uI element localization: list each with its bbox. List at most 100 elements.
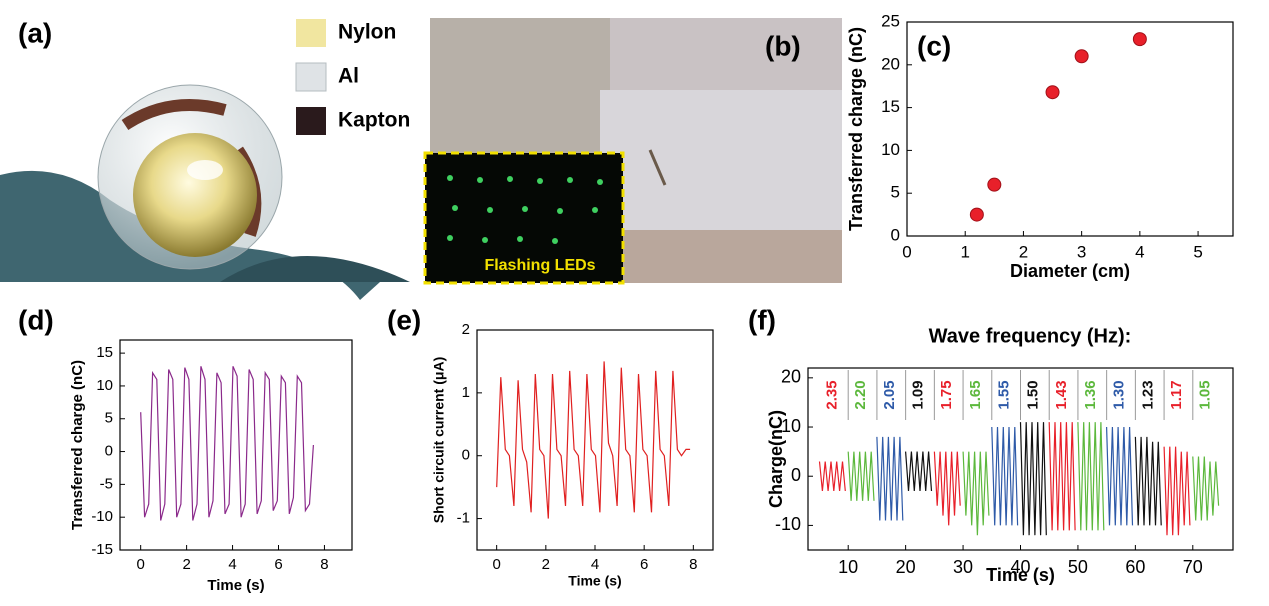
data-line — [962, 451, 990, 536]
data-line — [1048, 422, 1076, 531]
y-tick-label: 10 — [881, 140, 900, 159]
data-line — [1134, 436, 1162, 526]
legend-label: Kapton — [338, 109, 410, 132]
legend-label: 1.75 — [938, 380, 955, 409]
legend-label: 1.30 — [1111, 380, 1128, 409]
x-axis-label: Diameter (cm) — [1010, 261, 1130, 281]
x-tick-label: 3 — [1077, 242, 1086, 261]
legend-label: 1.09 — [910, 380, 927, 409]
data-line — [140, 366, 314, 521]
legend-label: 1.50 — [1024, 380, 1041, 409]
x-tick-label: 6 — [274, 556, 282, 573]
legend-label: 2.05 — [881, 380, 898, 409]
inset-label: Flashing LEDs — [484, 257, 595, 274]
y-tick-label: 5 — [105, 410, 113, 427]
panel-label: (e) — [387, 304, 421, 335]
y-axis-label: Transferred charge (nC) — [846, 27, 866, 231]
x-tick-label: 2 — [542, 556, 550, 573]
data-line — [818, 461, 846, 492]
y-tick-label: 20 — [781, 367, 801, 387]
y-axis-label: Transferred charge (nC) — [69, 360, 86, 530]
y-tick-label: -15 — [91, 541, 113, 558]
x-tick-label: 4 — [1135, 242, 1144, 261]
y-tick-label: 0 — [891, 225, 900, 244]
data-point — [1132, 32, 1147, 47]
legend-label: 1.65 — [967, 380, 984, 409]
legend-label: 1.23 — [1139, 380, 1156, 409]
x-tick-label: 30 — [953, 557, 973, 577]
y-tick-label: 20 — [881, 54, 900, 73]
legend-label: 2.35 — [823, 380, 840, 409]
y-tick-label: 5 — [891, 183, 900, 202]
x-tick-label: 0 — [902, 242, 911, 261]
x-tick-label: 1 — [960, 242, 969, 261]
plot-frame — [119, 339, 353, 551]
y-tick-label: -5 — [100, 475, 113, 492]
plot-frame — [476, 329, 714, 551]
x-tick-label: 4 — [228, 556, 236, 573]
data-line — [991, 426, 1019, 526]
x-tick-label: 0 — [137, 556, 145, 573]
legend-label: Al — [338, 65, 359, 88]
data-line — [1019, 422, 1047, 536]
x-axis-label: Time (s) — [986, 565, 1055, 585]
x-tick-label: 6 — [640, 556, 648, 573]
x-axis-label: Time (s) — [568, 573, 621, 589]
x-tick-label: 8 — [689, 556, 697, 573]
x-tick-label: 2 — [182, 556, 190, 573]
legend-label: 1.43 — [1053, 380, 1070, 409]
legend-swatch — [295, 62, 327, 92]
legend-label: 2.20 — [852, 380, 869, 409]
y-tick-label: 2 — [462, 321, 470, 338]
y-tick-label: 0 — [462, 447, 470, 464]
legend-label: 1.55 — [996, 380, 1013, 409]
x-tick-label: 8 — [320, 556, 328, 573]
y-tick-label: -1 — [457, 510, 470, 527]
legend-label: 1.17 — [1168, 380, 1185, 409]
plot-frame — [906, 21, 1234, 237]
data-line — [876, 436, 904, 521]
data-line — [933, 451, 961, 526]
data-point — [1074, 49, 1089, 64]
y-tick-label: -10 — [91, 508, 113, 525]
data-point — [969, 207, 984, 222]
legend-swatch — [296, 107, 326, 135]
photo: Flashing LEDs — [423, 18, 842, 285]
y-tick-label: 0 — [791, 465, 801, 485]
chart-title: Wave frequency (Hz): — [929, 325, 1132, 347]
device-illustration — [0, 84, 410, 300]
legend-swatch — [296, 19, 326, 47]
data-point — [987, 177, 1002, 192]
y-tick-label: 15 — [881, 97, 900, 116]
y-tick-label: 15 — [96, 344, 113, 361]
x-axis-label: Time (s) — [207, 577, 264, 594]
material-legend: Nylon Al Kapton — [295, 19, 410, 135]
data-line — [1163, 446, 1191, 536]
x-tick-label: 60 — [1125, 557, 1145, 577]
legend-label: 1.36 — [1082, 380, 1099, 409]
panel-label: (d) — [18, 304, 54, 335]
x-tick-label: 2 — [1019, 242, 1028, 261]
y-tick-label: 1 — [462, 384, 470, 401]
panel-label: (b) — [765, 30, 801, 61]
data-line — [1106, 426, 1134, 526]
data-line — [1077, 422, 1105, 531]
legend-label: Nylon — [338, 21, 396, 44]
y-tick-label: 10 — [781, 416, 801, 436]
data-line — [847, 451, 875, 501]
x-tick-label: 40 — [1010, 557, 1030, 577]
panel-label: (a) — [18, 17, 52, 48]
data-line — [1192, 456, 1220, 521]
x-tick-label: 70 — [1183, 557, 1203, 577]
y-axis-label: Charge(nC) — [766, 410, 786, 508]
data-line — [496, 361, 691, 519]
x-tick-label: 0 — [492, 556, 500, 573]
y-tick-label: 0 — [105, 443, 113, 460]
x-tick-label: 50 — [1068, 557, 1088, 577]
y-tick-label: 10 — [96, 377, 113, 394]
x-tick-label: 10 — [838, 557, 858, 577]
y-axis-label: Short circuit current (μA) — [431, 357, 447, 523]
panel-label: (c) — [917, 30, 951, 61]
legend-label: 1.05 — [1197, 380, 1214, 409]
y-tick-label: -10 — [775, 514, 801, 534]
